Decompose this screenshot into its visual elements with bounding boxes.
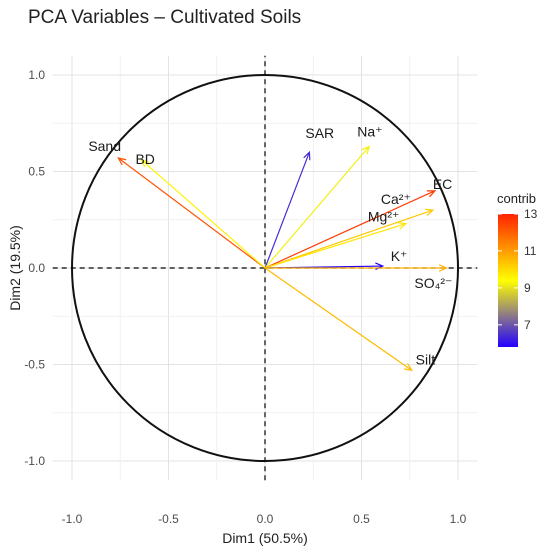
arrow-head — [397, 222, 408, 230]
variable-arrow — [264, 150, 311, 269]
variable-arrow — [264, 222, 408, 269]
arrow-head — [361, 145, 371, 155]
x-tick-label: -1.0 — [62, 512, 83, 526]
arrow-shaft — [264, 209, 434, 269]
variable-label: SO₄²⁻ — [414, 275, 452, 291]
unit-circle — [71, 74, 459, 462]
legend-title: contrib — [497, 191, 536, 206]
y-tick-label: -1.0 — [24, 454, 45, 468]
variable-arrow — [264, 267, 413, 372]
x-tick-label: 0.0 — [257, 512, 274, 526]
arrow-shaft — [141, 159, 266, 269]
arrow-head — [403, 363, 413, 372]
legend-tick-label: 13 — [524, 207, 538, 221]
arrow-shaft — [264, 190, 436, 269]
arrow-head — [424, 208, 435, 217]
y-tick-label: -0.5 — [24, 358, 45, 372]
y-axis-title: Dim2 (19.5%) — [7, 225, 23, 311]
x-tick-label: -0.5 — [158, 512, 179, 526]
variable-arrow — [265, 264, 448, 272]
variable-labels: Sand BD SAR Na⁺ EC Ca²⁺ Mg²⁺ K⁺ SO₄²⁻ Silt — [88, 123, 452, 367]
arrow-head — [140, 158, 150, 168]
x-tick-label: 0.5 — [353, 512, 370, 526]
arrow-head — [117, 157, 127, 166]
legend-tick-label: 11 — [524, 244, 537, 258]
arrow-shaft — [264, 146, 370, 269]
legend-tick-label: 7 — [524, 318, 531, 332]
variable-label: SAR — [305, 125, 334, 141]
variable-label: BD — [135, 151, 154, 167]
variable-label: Silt — [416, 351, 436, 367]
correlation-circle-layer — [71, 74, 459, 462]
variable-label: EC — [433, 176, 452, 192]
y-axis-ticks: -1.0 -0.5 0.0 0.5 1.0 — [24, 68, 45, 468]
variable-label: K⁺ — [391, 248, 408, 264]
legend-colorbar — [498, 214, 518, 347]
variable-label: Mg²⁺ — [368, 209, 400, 225]
legend-ticks: 7 9 11 13 — [498, 207, 538, 332]
x-axis-ticks: -1.0 -0.5 0.0 0.5 1.0 — [62, 512, 467, 526]
variable-arrow — [264, 208, 435, 269]
x-axis-title: Dim1 (50.5%) — [222, 530, 308, 546]
arrow-shaft — [117, 157, 266, 269]
x-tick-label: 1.0 — [450, 512, 467, 526]
y-tick-label: 0.5 — [28, 165, 45, 179]
variable-label: Ca²⁺ — [381, 191, 411, 207]
chart-title: PCA Variables – Cultivated Soils — [28, 7, 301, 28]
arrow-head — [438, 264, 448, 272]
arrow-shaft — [264, 151, 310, 269]
variable-arrow — [264, 145, 371, 269]
contrib-legend: contrib 7 9 11 13 — [497, 191, 538, 347]
arrow-shaft — [264, 267, 413, 371]
variable-arrows — [117, 145, 448, 372]
arrow-shaft — [264, 223, 407, 269]
variable-arrow — [140, 158, 266, 269]
legend-tick-label: 9 — [524, 281, 531, 295]
variable-label: Sand — [88, 138, 121, 154]
y-tick-label: 0.0 — [28, 261, 45, 275]
variable-label: Na⁺ — [357, 123, 382, 139]
variable-arrow — [117, 157, 266, 269]
variable-arrow — [264, 190, 437, 269]
arrow-head — [426, 190, 437, 198]
arrow-head — [303, 150, 311, 161]
y-tick-label: 1.0 — [28, 68, 45, 82]
